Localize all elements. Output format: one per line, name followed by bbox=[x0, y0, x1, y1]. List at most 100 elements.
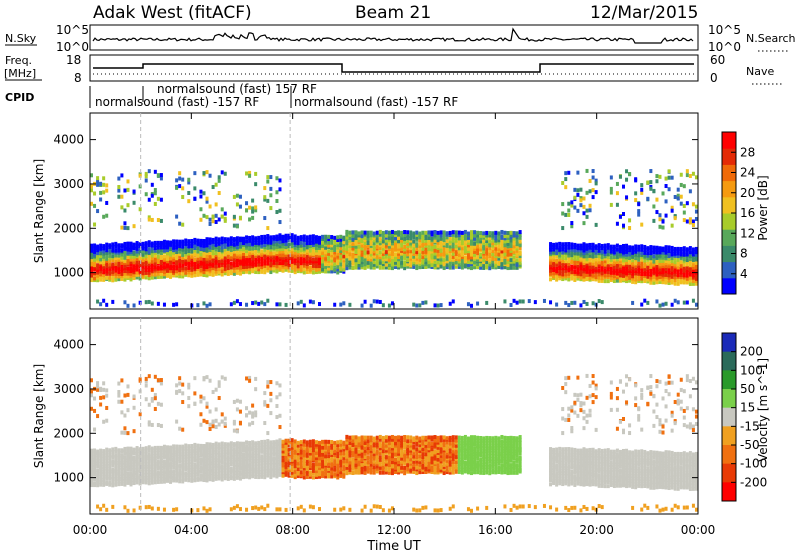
power-cell bbox=[497, 252, 500, 256]
nsky-panel: N.Sky 10^5 10^0 10^5 10^0 N.Search bbox=[5, 23, 796, 54]
power-cell bbox=[658, 304, 661, 308]
power-cell bbox=[567, 213, 570, 217]
y-tick-label-1: 2000 bbox=[53, 221, 84, 235]
velocity-cell bbox=[139, 379, 142, 383]
power-cell bbox=[564, 185, 567, 189]
velocity-cell bbox=[260, 443, 263, 447]
velocity-cell bbox=[139, 460, 142, 464]
power-cell bbox=[348, 252, 351, 256]
power-cell bbox=[443, 242, 446, 246]
velocity-cell bbox=[233, 442, 236, 446]
power-cell bbox=[561, 181, 564, 185]
power-cell bbox=[312, 241, 315, 245]
power-cell bbox=[111, 254, 114, 258]
velocity-cell bbox=[303, 452, 306, 456]
velocity-cell bbox=[379, 505, 382, 509]
velocity-cell bbox=[312, 446, 315, 450]
power-cell bbox=[586, 302, 589, 306]
power-cell bbox=[123, 242, 126, 246]
velocity-cell bbox=[169, 462, 172, 466]
velocity-cell bbox=[245, 508, 248, 512]
velocity-cell bbox=[196, 455, 199, 459]
power-cell bbox=[616, 203, 619, 207]
power-cell bbox=[567, 259, 570, 263]
velocity-cell bbox=[351, 471, 354, 475]
velocity-cell bbox=[339, 440, 342, 444]
power-cell bbox=[342, 268, 345, 272]
power-cell bbox=[181, 272, 184, 276]
power-cell bbox=[592, 176, 595, 180]
power-cell bbox=[677, 273, 680, 277]
power-cell bbox=[689, 282, 692, 286]
power-ylabel: Slant Range [km] bbox=[32, 159, 46, 263]
power-cell bbox=[479, 231, 482, 235]
velocity-cell bbox=[424, 463, 427, 467]
power-cell bbox=[300, 241, 303, 245]
power-cell bbox=[649, 187, 652, 191]
power-cell bbox=[418, 231, 421, 235]
velocity-cell bbox=[193, 391, 196, 395]
power-cell bbox=[321, 235, 324, 239]
power-cell bbox=[169, 251, 172, 255]
power-cell bbox=[440, 303, 443, 307]
power-cell bbox=[318, 236, 321, 240]
power-cell bbox=[315, 235, 318, 239]
velocity-cell bbox=[312, 475, 315, 479]
power-cell bbox=[245, 303, 248, 307]
velocity-cell bbox=[278, 445, 281, 449]
power-cell bbox=[245, 249, 248, 253]
power-cell bbox=[692, 263, 695, 267]
power-cell bbox=[312, 234, 315, 238]
velocity-cell bbox=[348, 508, 351, 512]
power-cell bbox=[136, 244, 139, 248]
power-cell bbox=[309, 238, 312, 242]
power-cell bbox=[157, 249, 160, 253]
velocity-cell bbox=[300, 505, 303, 509]
velocity-cell bbox=[345, 435, 348, 439]
velocity-cell bbox=[209, 409, 212, 413]
power-cell bbox=[163, 243, 166, 247]
power-cell bbox=[640, 248, 643, 252]
power-cell bbox=[494, 231, 497, 235]
power-cell bbox=[658, 217, 661, 221]
power-cell bbox=[278, 187, 281, 191]
power-cell bbox=[227, 266, 230, 270]
velocity-cell bbox=[202, 470, 205, 474]
power-cell bbox=[601, 244, 604, 248]
power-cell bbox=[549, 300, 552, 304]
power-cell bbox=[555, 259, 558, 263]
power-cell bbox=[692, 202, 695, 206]
power-cell bbox=[470, 304, 473, 308]
velocity-cell bbox=[181, 383, 184, 387]
velocity-cell bbox=[215, 456, 218, 460]
power-cell bbox=[309, 265, 312, 269]
velocity-cell bbox=[96, 450, 99, 454]
power-cell bbox=[573, 278, 576, 282]
power-cell bbox=[102, 299, 105, 303]
power-cell bbox=[154, 191, 157, 195]
power-cell bbox=[665, 177, 668, 181]
velocity-cell bbox=[148, 403, 151, 407]
power-cell bbox=[567, 246, 570, 250]
velocity-cell bbox=[254, 387, 257, 391]
velocity-cell bbox=[300, 465, 303, 469]
velocity-cell bbox=[297, 506, 300, 510]
velocity-cell bbox=[257, 441, 260, 445]
power-cell bbox=[218, 251, 221, 255]
power-cell bbox=[251, 216, 254, 220]
cpid-panel: CPID normalsound (fast) -157 RF normalso… bbox=[5, 82, 458, 109]
power-cell bbox=[230, 236, 233, 240]
power-cell bbox=[592, 169, 595, 173]
power-cell bbox=[306, 235, 309, 239]
power-cell bbox=[397, 230, 400, 234]
power-cell bbox=[586, 169, 589, 173]
velocity-cell bbox=[224, 472, 227, 476]
power-cell bbox=[178, 259, 181, 263]
velocity-cell bbox=[184, 444, 187, 448]
velocity-cell bbox=[108, 481, 111, 485]
power-cell bbox=[120, 249, 123, 253]
power-cell bbox=[689, 250, 692, 254]
velocity-cell bbox=[321, 473, 324, 477]
power-cell bbox=[683, 250, 686, 254]
velocity-cell bbox=[218, 472, 221, 476]
